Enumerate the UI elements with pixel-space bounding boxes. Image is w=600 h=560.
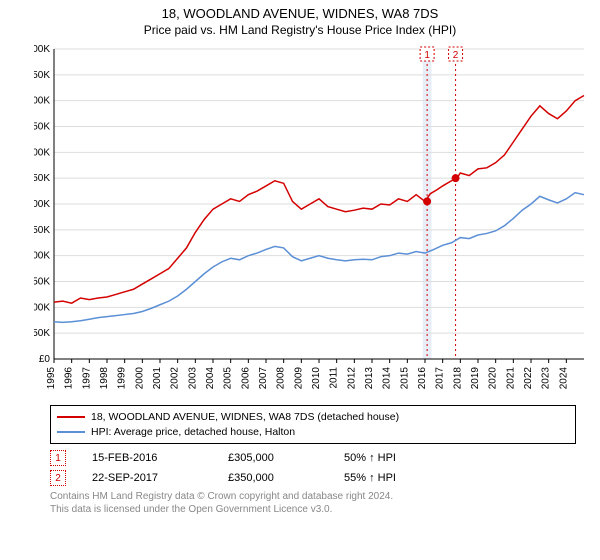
svg-text:£400K: £400K: [34, 147, 50, 158]
sale-date: 15-FEB-2016: [92, 452, 202, 464]
legend-row: HPI: Average price, detached house, Halt…: [57, 425, 569, 440]
svg-text:1995: 1995: [46, 366, 57, 389]
legend-swatch: [57, 416, 85, 418]
svg-text:2002: 2002: [170, 366, 181, 389]
legend-label: HPI: Average price, detached house, Halt…: [91, 425, 295, 440]
svg-text:2004: 2004: [205, 366, 216, 389]
svg-text:2001: 2001: [152, 366, 163, 389]
chart-container: 18, WOODLAND AVENUE, WIDNES, WA8 7DS Pri…: [0, 0, 600, 560]
legend-swatch: [57, 431, 85, 433]
sale-row: 1 15-FEB-2016 £305,000 50% ↑ HPI: [50, 450, 576, 466]
svg-text:2011: 2011: [329, 366, 340, 388]
svg-text:2007: 2007: [258, 366, 269, 389]
svg-text:£0: £0: [39, 354, 51, 365]
sale-date: 22-SEP-2017: [92, 472, 202, 484]
svg-text:1998: 1998: [99, 366, 110, 389]
svg-text:£250K: £250K: [34, 225, 50, 236]
svg-text:2023: 2023: [541, 366, 552, 389]
sale-price: £305,000: [228, 452, 318, 464]
svg-text:2022: 2022: [523, 366, 534, 389]
legend-label: 18, WOODLAND AVENUE, WIDNES, WA8 7DS (de…: [91, 410, 399, 425]
svg-text:2015: 2015: [399, 366, 410, 389]
sale-delta: 50% ↑ HPI: [344, 452, 396, 464]
svg-text:£550K: £550K: [34, 70, 50, 81]
footer-line: Contains HM Land Registry data © Crown c…: [50, 490, 576, 503]
svg-text:2003: 2003: [187, 366, 198, 389]
sale-delta: 55% ↑ HPI: [344, 472, 396, 484]
legend-row: 18, WOODLAND AVENUE, WIDNES, WA8 7DS (de…: [57, 410, 569, 425]
svg-text:2018: 2018: [452, 366, 463, 389]
svg-text:2008: 2008: [276, 366, 287, 389]
svg-text:2021: 2021: [505, 366, 516, 389]
svg-text:£350K: £350K: [34, 173, 50, 184]
svg-text:2017: 2017: [435, 366, 446, 389]
svg-text:2: 2: [453, 50, 459, 61]
svg-text:£150K: £150K: [34, 276, 50, 287]
sale-row: 2 22-SEP-2017 £350,000 55% ↑ HPI: [50, 470, 576, 486]
sale-marker-badge: 2: [50, 470, 66, 486]
sale-marker-badge: 1: [50, 450, 66, 466]
svg-text:£600K: £600K: [34, 44, 50, 55]
svg-text:2020: 2020: [488, 366, 499, 389]
svg-text:2009: 2009: [293, 366, 304, 389]
svg-text:2014: 2014: [382, 366, 393, 389]
svg-text:2010: 2010: [311, 366, 322, 389]
svg-text:£500K: £500K: [34, 96, 50, 107]
footer-attribution: Contains HM Land Registry data © Crown c…: [50, 490, 576, 516]
svg-text:£300K: £300K: [34, 199, 50, 210]
svg-text:£100K: £100K: [34, 302, 50, 313]
footer-line: This data is licensed under the Open Gov…: [50, 503, 576, 516]
sales-table: 1 15-FEB-2016 £305,000 50% ↑ HPI 2 22-SEP-201…: [50, 450, 576, 486]
svg-text:£50K: £50K: [34, 328, 50, 339]
svg-text:£200K: £200K: [34, 251, 50, 262]
svg-text:2013: 2013: [364, 366, 375, 389]
svg-text:1996: 1996: [64, 366, 75, 389]
svg-text:1999: 1999: [117, 366, 128, 389]
sale-price: £350,000: [228, 472, 318, 484]
svg-text:2005: 2005: [223, 366, 234, 389]
svg-text:2019: 2019: [470, 366, 481, 389]
svg-text:1997: 1997: [81, 366, 92, 389]
svg-text:1: 1: [424, 50, 430, 61]
chart-plot-area: £0 £50K £100K £150K £200K £250K £300K £350K £400…: [34, 41, 594, 401]
svg-text:2000: 2000: [134, 366, 145, 389]
svg-text:2016: 2016: [417, 366, 428, 389]
chart-svg: £0 £50K £100K £150K £200K £250K £300K £350K £400…: [34, 41, 594, 401]
chart-subtitle: Price paid vs. HM Land Registry's House …: [0, 23, 600, 37]
legend: 18, WOODLAND AVENUE, WIDNES, WA8 7DS (de…: [50, 405, 576, 444]
svg-text:2024: 2024: [558, 366, 569, 389]
svg-text:£450K: £450K: [34, 121, 50, 132]
chart-title: 18, WOODLAND AVENUE, WIDNES, WA8 7DS: [0, 0, 600, 23]
svg-text:2006: 2006: [240, 366, 251, 389]
svg-text:2012: 2012: [346, 366, 357, 389]
